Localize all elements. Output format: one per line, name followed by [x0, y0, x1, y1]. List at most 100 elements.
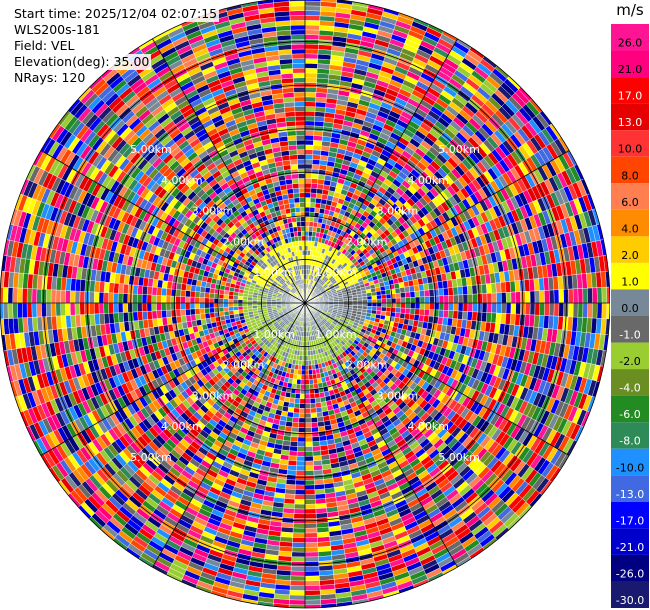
radar-gate	[376, 302, 382, 308]
radar-gate	[299, 398, 306, 404]
radar-gate	[515, 302, 521, 315]
radar-gate	[385, 307, 392, 313]
radar-gate	[510, 302, 517, 315]
radar-gate	[405, 302, 411, 309]
radar-gate	[294, 499, 306, 505]
radar-gate	[312, 144, 322, 151]
radar-gate	[466, 311, 473, 321]
radar-gate	[304, 470, 315, 476]
radar-gate	[304, 130, 315, 136]
radar-gate	[591, 287, 598, 304]
radar-gate	[539, 290, 545, 304]
radar-gate	[289, 599, 306, 606]
radar-gate	[304, 589, 321, 596]
radar-gate	[529, 302, 536, 316]
radar-gate	[587, 302, 593, 319]
radar-gate	[312, 154, 321, 161]
radar-gate	[314, 116, 325, 123]
radar-gate	[304, 53, 319, 60]
radar-gate	[290, 570, 306, 577]
radar-gate	[381, 302, 387, 308]
radar-gate	[408, 285, 415, 293]
radar-gate	[419, 290, 425, 298]
radar-gate	[366, 295, 373, 300]
radar-gate	[304, 513, 317, 519]
radar-gate	[304, 365, 309, 371]
radar-gate	[362, 302, 368, 307]
radar-gate	[295, 470, 306, 476]
radar-gate	[472, 293, 478, 304]
radar-gate	[287, 460, 297, 466]
radar-gate	[312, 149, 322, 156]
radar-gate	[457, 302, 464, 312]
radar-gate	[304, 29, 320, 36]
radar-gate	[304, 575, 320, 582]
radar-gate	[313, 140, 323, 146]
radar-gate	[357, 296, 363, 301]
radar-gate	[313, 383, 319, 389]
radar-gate	[292, 537, 306, 543]
radar-gate	[314, 488, 326, 495]
radar-gate	[289, 441, 298, 447]
radar-gate	[314, 120, 325, 127]
radar-gate	[314, 207, 321, 214]
radar-gate	[381, 306, 387, 312]
radar-gate	[304, 393, 311, 400]
radar-gate	[386, 302, 392, 308]
radar-gate	[304, 20, 320, 26]
radar-gate	[501, 292, 507, 304]
radar-gate	[496, 302, 502, 314]
radar-gate	[423, 289, 430, 297]
radar-gate	[294, 398, 301, 404]
radar-gate	[376, 294, 382, 300]
radar-gate	[304, 125, 315, 131]
radar-gate	[452, 286, 459, 296]
radar-gate	[304, 221, 310, 227]
radar-gate	[313, 469, 324, 476]
radar-gate	[304, 594, 321, 601]
radar-gate	[289, 445, 298, 452]
radar-gate	[414, 296, 421, 304]
radar-gate	[381, 294, 387, 300]
radar-gate	[290, 580, 306, 586]
radar-gate	[304, 355, 309, 361]
radar-gate	[313, 464, 323, 471]
radar-gate	[304, 369, 309, 376]
radar-gate	[304, 503, 316, 510]
radar-gate	[290, 431, 299, 438]
radar-gate	[453, 294, 459, 304]
radar-gate	[298, 427, 306, 433]
radar-gate	[309, 398, 316, 404]
radar-gate	[310, 197, 317, 204]
radar-gate	[491, 302, 497, 314]
radar-gate	[467, 294, 473, 304]
radar-gate	[352, 302, 358, 306]
radar-gate	[316, 411, 324, 418]
radar-gate	[304, 455, 314, 462]
radar-gate	[304, 499, 316, 505]
radar-gate	[587, 287, 593, 304]
radar-gate	[544, 290, 550, 304]
radar-gate	[462, 294, 469, 304]
radar-gate	[486, 302, 493, 313]
radar-gate	[293, 508, 306, 515]
radar-gate	[304, 379, 310, 385]
radar-gate	[304, 374, 310, 380]
radar-gate	[419, 302, 425, 310]
radar-gate	[312, 373, 318, 380]
radar-gate	[539, 302, 545, 316]
radar-gate	[304, 250, 308, 256]
radar-gate	[304, 96, 316, 103]
radar-gate	[295, 475, 306, 481]
radar-gate	[314, 111, 326, 118]
radar-gate	[304, 398, 311, 404]
radar-gate	[313, 460, 323, 466]
radar-gate	[471, 284, 478, 295]
radar-gate	[292, 542, 306, 548]
radar-gate	[289, 585, 306, 591]
radar-gate	[481, 283, 488, 294]
radar-gate	[291, 556, 306, 562]
radar-gate	[304, 537, 318, 543]
radar-gate	[287, 464, 297, 471]
radar-gate	[304, 173, 312, 179]
